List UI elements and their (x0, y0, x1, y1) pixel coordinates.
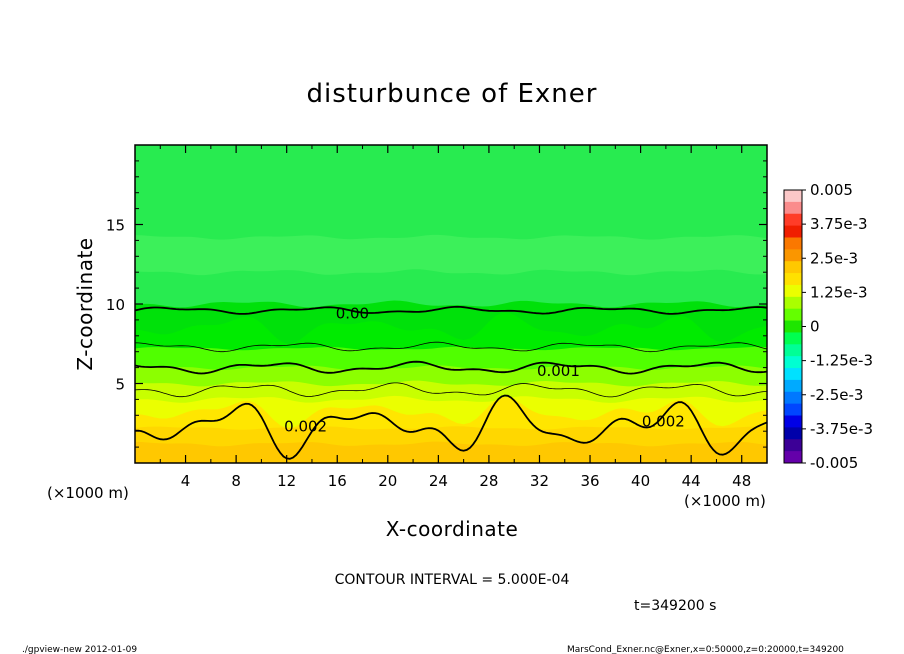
x-tick-label: 16 (328, 472, 347, 490)
x-tick-label: 32 (530, 472, 549, 490)
contour-line-1 (134, 341, 768, 353)
colorbar-swatch (784, 368, 802, 381)
colorbar-label: -1.25e-3 (810, 352, 873, 370)
colorbar-label: -2.5e-3 (810, 386, 863, 404)
colorbar: 0.005 3.75e-3 2.5e-3 1.25e-3 0 -1.25e-3 -2.5e-… (783, 181, 873, 472)
colorbar-label: 3.75e-3 (810, 215, 868, 233)
colorbar-swatch (784, 320, 802, 333)
colorbar-swatch (784, 391, 802, 405)
colorbar-label: -0.005 (810, 454, 858, 472)
colorbar-swatch (784, 427, 802, 440)
colorbar-swatch (784, 225, 802, 238)
contour-line-4 (135, 394, 768, 460)
colorbar-swatch (784, 201, 802, 215)
colorbar-label: 0.005 (810, 181, 853, 199)
colorbar-swatch (784, 332, 802, 345)
colorbar-label: 0 (810, 318, 820, 336)
contour-labels: 0.00 0.001 0.002 0.002 (284, 305, 685, 436)
chart-title: disturbunce of Exner (307, 79, 598, 109)
colorbar-swatch (784, 261, 802, 274)
colorbar-swatch (784, 190, 802, 203)
colorbar-label: 2.5e-3 (810, 249, 858, 267)
x-tick-label: 4 (181, 472, 191, 490)
colorbar-swatch (784, 439, 802, 452)
y-axis-label: Z-coordinate (73, 237, 97, 370)
x-tick-label: 36 (580, 472, 599, 490)
colorbar-swatch (784, 249, 802, 262)
colorbar-swatch (784, 308, 802, 322)
time-text: t=349200 s (634, 598, 716, 614)
colorbar-swatch (784, 356, 802, 369)
colorbar-swatch (784, 296, 802, 310)
x-tick-label: 24 (429, 472, 448, 490)
contour-label-3: 0.002 (642, 413, 685, 431)
x-tick-label: 12 (277, 472, 296, 490)
colorbar-swatch (784, 213, 802, 227)
contour-label-2: 0.002 (284, 417, 327, 435)
contour-interval-text: CONTOUR INTERVAL = 5.000E-04 (335, 572, 570, 588)
colorbar-swatch (784, 273, 802, 286)
x-tick-label: 40 (631, 472, 650, 490)
colorbar-swatch (784, 284, 802, 298)
plot-area (135, 145, 767, 463)
contour-lines (134, 305, 768, 460)
x-unit-left: (×1000 m) (47, 484, 129, 502)
y-axis: 5 10 15 (106, 160, 767, 448)
y-tick-label: 5 (115, 376, 125, 394)
contour-line-3 (134, 382, 768, 398)
program-text: ./gpview-new 2012-01-09 (22, 645, 137, 654)
x-axis-label: X-coordinate (386, 517, 519, 541)
x-tick-label: 44 (682, 472, 701, 490)
colorbar-swatch (784, 451, 802, 464)
contour-label-1: 0.001 (537, 362, 580, 380)
contour-line-0 (134, 305, 768, 315)
colorbar-swatch (784, 237, 802, 250)
colorbar-swatch (784, 379, 802, 393)
colorbar-label: 1.25e-3 (810, 283, 868, 301)
x-unit-right: (×1000 m) (684, 492, 766, 510)
contour-line-2 (134, 360, 768, 375)
x-tick-label: 28 (479, 472, 498, 490)
colorbar-label: -3.75e-3 (810, 420, 873, 438)
colorbar-swatch (784, 403, 802, 417)
x-axis: 4 8 12 16 20 24 28 32 36 40 44 48 (159, 145, 751, 490)
y-tick-label: 15 (106, 217, 125, 235)
y-tick-label: 10 (106, 296, 125, 314)
x-tick-label: 48 (732, 472, 751, 490)
source-text: MarsCond_Exner.nc@Exner,x=0:50000,z=0:20… (567, 645, 844, 654)
colorbar-swatch (784, 344, 802, 357)
contour-label-0: 0.00 (336, 305, 369, 323)
colorbar-swatch (784, 415, 802, 428)
x-tick-label: 8 (231, 472, 241, 490)
x-tick-label: 20 (378, 472, 397, 490)
